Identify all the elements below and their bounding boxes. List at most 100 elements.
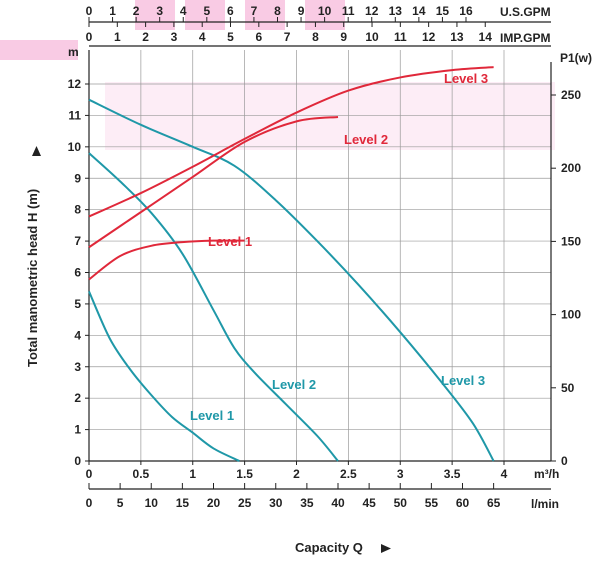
lmin-unit-label: l/min [531, 497, 559, 511]
lmin-tick-label: 60 [456, 496, 470, 510]
x-tick-label: 0.5 [133, 467, 150, 481]
y-tick-label: 9 [74, 171, 81, 185]
y-tick-label: 6 [74, 266, 81, 280]
y2-unit-label: P1(w) [560, 51, 592, 65]
impgpm-tick-label: 1 [114, 30, 121, 44]
impgpm-unit-label: IMP.GPM [500, 31, 550, 45]
power-curve-level2 [88, 115, 339, 249]
x-axis-title: Capacity Q [295, 540, 363, 555]
x-axis-arrow-icon [381, 544, 391, 553]
y-tick-label: 4 [74, 328, 81, 342]
y-tick-label: 12 [68, 77, 82, 91]
y-tick-label: 5 [74, 297, 81, 311]
lmin-tick-label: 35 [300, 496, 314, 510]
usgpm-tick-label: 6 [227, 4, 234, 18]
y2-tick-label: 50 [561, 381, 575, 395]
impgpm-tick-label: 6 [255, 30, 262, 44]
impgpm-tick-label: 5 [227, 30, 234, 44]
y-tick-label: 3 [74, 360, 81, 374]
usgpm-tick-label: 14 [412, 4, 426, 18]
lmin-tick-label: 20 [207, 496, 221, 510]
y-tick-label: 7 [74, 234, 81, 248]
lmin-tick-label: 10 [145, 496, 159, 510]
y2-tick-label: 100 [561, 308, 581, 322]
usgpm-tick-label: 10 [318, 4, 332, 18]
impgpm-tick-label: 3 [171, 30, 178, 44]
usgpm-tick-label: 2 [133, 4, 140, 18]
y2-tick-label: 0 [561, 454, 568, 468]
x-tick-label: 1.5 [236, 467, 253, 481]
impgpm-tick-label: 13 [450, 30, 464, 44]
axes [85, 17, 556, 490]
impgpm-tick-label: 14 [479, 30, 493, 44]
usgpm-tick-label: 16 [459, 4, 473, 18]
impgpm-tick-label: 10 [365, 30, 379, 44]
x-tick-label: 2 [293, 467, 300, 481]
impgpm-tick-label: 9 [340, 30, 347, 44]
lmin-tick-label: 45 [362, 496, 376, 510]
lmin-tick-label: 15 [176, 496, 190, 510]
impgpm-tick-label: 11 [394, 30, 407, 44]
impgpm-tick-label: 8 [312, 30, 319, 44]
head-curves [88, 98, 495, 462]
watermark-logo [0, 0, 555, 150]
y-tick-label: 0 [74, 454, 81, 468]
impgpm-tick-label: 7 [284, 30, 291, 44]
y-tick-label: 11 [68, 108, 81, 122]
power-curve-level3 [88, 66, 494, 218]
usgpm-tick-label: 7 [251, 4, 258, 18]
usgpm-tick-label: 13 [389, 4, 403, 18]
usgpm-tick-label: 8 [274, 4, 281, 18]
usgpm-tick-label: 9 [298, 4, 305, 18]
lmin-tick-label: 40 [331, 496, 345, 510]
power-level2-label: Level 2 [344, 132, 388, 147]
lmin-tick-label: 25 [238, 496, 252, 510]
y-unit-label: m [68, 45, 79, 59]
head-level3-label: Level 3 [441, 373, 485, 388]
y-axis-arrow-icon [32, 146, 41, 156]
y-tick-label: 10 [68, 140, 82, 154]
impgpm-tick-label: 4 [199, 30, 206, 44]
y2-tick-label: 150 [561, 234, 581, 248]
head-curve-level1 [88, 290, 240, 462]
usgpm-tick-label: 11 [342, 4, 355, 18]
lmin-tick-label: 55 [425, 496, 439, 510]
usgpm-unit-label: U.S.GPM [500, 5, 551, 19]
y-tick-label: 1 [74, 423, 81, 437]
y-tick-label: 2 [74, 391, 81, 405]
head-curve-level3 [88, 98, 495, 462]
head-level1-label: Level 1 [190, 408, 234, 423]
lmin-tick-label: 50 [394, 496, 408, 510]
power-level1-label: Level 1 [208, 234, 252, 249]
x-tick-label: 4 [501, 467, 508, 481]
y-axis-title: Total manometric head H (m) [25, 189, 40, 367]
power-curves [88, 66, 494, 281]
lmin-tick-label: 0 [86, 496, 93, 510]
x-tick-label: 3 [397, 467, 404, 481]
usgpm-tick-label: 3 [156, 4, 163, 18]
y2-tick-label: 200 [561, 161, 581, 175]
usgpm-tick-label: 1 [109, 4, 116, 18]
impgpm-tick-label: 12 [422, 30, 436, 44]
grid-lines [89, 50, 551, 461]
y-tick-label: 8 [74, 203, 81, 217]
x-tick-label: 3.5 [444, 467, 461, 481]
usgpm-tick-label: 15 [436, 4, 450, 18]
usgpm-tick-label: 12 [365, 4, 379, 18]
power-curve-level1 [88, 239, 245, 281]
y2-tick-label: 250 [561, 88, 581, 102]
x-tick-label: 0 [86, 467, 93, 481]
lmin-tick-label: 5 [117, 496, 124, 510]
x-tick-label: 2.5 [340, 467, 357, 481]
lmin-tick-label: 65 [487, 496, 501, 510]
head-curve-level2 [88, 152, 339, 462]
impgpm-tick-label: 2 [142, 30, 149, 44]
lmin-tick-label: 30 [269, 496, 283, 510]
impgpm-tick-label: 0 [86, 30, 93, 44]
power-level3-label: Level 3 [444, 71, 488, 86]
head-level2-label: Level 2 [272, 377, 316, 392]
usgpm-tick-label: 5 [203, 4, 210, 18]
m3h-unit-label: m³/h [534, 467, 559, 481]
